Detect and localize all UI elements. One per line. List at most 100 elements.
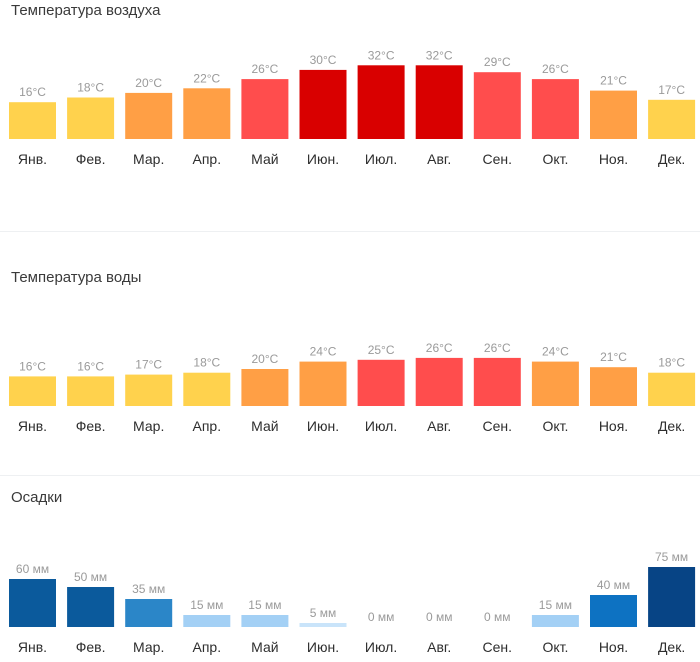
air-bar-8 (415, 65, 463, 139)
precip-month-label: Апр. (192, 639, 221, 655)
precip-value-label: 75 мм (655, 550, 688, 564)
water-value-label: 16°C (77, 359, 104, 373)
precip-month-label: Янв. (18, 639, 47, 655)
water-bar-10 (531, 361, 579, 406)
air-bar-11 (590, 90, 637, 139)
water-value-label: 26°C (426, 341, 453, 355)
precipitation-panel: Осадки 60 мм Янв. 50 мм Фев. 35 мм Мар. 15 мм А… (0, 476, 700, 662)
air-temperature-chart: 16°C Янв. 18°C Фев. 20°C Мар. 22°C Апр. 26°C Май 3… (9, 48, 696, 167)
air-value-label: 32°C (426, 48, 453, 62)
water-temperature-title: Температура воды (11, 269, 142, 286)
air-value-label: 16°C (19, 85, 46, 99)
water-month-label: Сен. (483, 418, 513, 434)
water-bar-5 (241, 369, 289, 406)
water-month-label: Окт. (542, 418, 568, 434)
precip-bar-2 (67, 587, 115, 627)
air-month-label: Янв. (18, 151, 47, 167)
water-month-label: Июн. (307, 418, 339, 434)
water-month-label: Дек. (658, 418, 685, 434)
precip-bar-5 (241, 615, 289, 627)
air-value-label: 32°C (368, 48, 395, 62)
water-month-label: Мар. (133, 418, 164, 434)
precip-month-label: Сен. (483, 639, 513, 655)
air-bar-1 (9, 102, 56, 139)
water-value-label: 24°C (542, 345, 569, 359)
water-bar-9 (473, 357, 521, 406)
water-month-label: Апр. (192, 418, 221, 434)
precip-month-label: Мар. (133, 639, 164, 655)
precip-value-label: 15 мм (248, 598, 281, 612)
air-month-label: Фев. (76, 151, 106, 167)
section-divider (0, 231, 700, 232)
water-value-label: 21°C (600, 350, 627, 364)
air-month-label: Май (251, 151, 278, 167)
precip-month-label: Окт. (542, 639, 568, 655)
precip-value-label: 15 мм (190, 598, 223, 612)
precipitation-title: Осадки (11, 489, 63, 506)
water-month-label: Авг. (427, 418, 451, 434)
precip-value-label: 5 мм (310, 606, 337, 620)
air-month-label: Окт. (542, 151, 568, 167)
air-value-label: 17°C (658, 83, 685, 97)
precip-bar-11 (590, 595, 637, 627)
air-bar-9 (473, 72, 521, 139)
precip-value-label: 40 мм (597, 578, 630, 592)
water-bar-3 (125, 374, 173, 406)
water-temperature-chart: 16°C Янв. 16°C Фев. 17°C Мар. 18°C Апр. 20°C Май 2… (9, 341, 696, 434)
air-bar-4 (183, 88, 231, 139)
water-month-label: Янв. (18, 418, 47, 434)
air-month-label: Июн. (307, 151, 339, 167)
precip-bar-3 (125, 599, 173, 627)
water-bar-6 (299, 361, 347, 406)
air-bar-6 (299, 69, 347, 139)
water-bar-11 (590, 367, 637, 406)
precip-value-label: 50 мм (74, 570, 107, 584)
water-bar-12 (648, 372, 696, 406)
precip-month-label: Фев. (76, 639, 106, 655)
air-month-label: Апр. (192, 151, 221, 167)
water-value-label: 25°C (368, 343, 395, 357)
precip-month-label: Дек. (658, 639, 685, 655)
water-value-label: 26°C (484, 341, 511, 355)
precip-value-label: 0 мм (426, 610, 453, 624)
air-value-label: 21°C (600, 74, 627, 88)
air-bar-2 (67, 97, 115, 139)
precipitation-chart: 60 мм Янв. 50 мм Фев. 35 мм Мар. 15 мм Апр. 15 м… (9, 550, 696, 655)
precip-bar-12 (648, 567, 696, 627)
water-bar-4 (183, 372, 231, 406)
air-temperature-panel: Температура воздуха 16°C Янв. 18°C Фев. 20°C… (0, 0, 700, 230)
precip-value-label: 35 мм (132, 582, 165, 596)
precip-value-label: 15 мм (539, 598, 572, 612)
precip-month-label: Авг. (427, 639, 451, 655)
air-month-label: Дек. (658, 151, 685, 167)
water-value-label: 18°C (658, 356, 685, 370)
air-value-label: 26°C (251, 62, 278, 76)
air-value-label: 22°C (193, 71, 220, 85)
air-temperature-title: Температура воздуха (11, 2, 161, 19)
water-value-label: 16°C (19, 359, 46, 373)
water-value-label: 17°C (135, 358, 162, 372)
precip-month-label: Ноя. (599, 639, 628, 655)
water-bar-7 (357, 359, 405, 406)
air-value-label: 29°C (484, 55, 511, 69)
water-bar-1 (9, 376, 56, 406)
air-value-label: 20°C (135, 76, 162, 90)
precip-month-label: Июл. (365, 639, 397, 655)
air-value-label: 18°C (77, 81, 104, 95)
air-value-label: 26°C (542, 62, 569, 76)
air-month-label: Июл. (365, 151, 397, 167)
air-bar-10 (531, 79, 579, 139)
air-month-label: Мар. (133, 151, 164, 167)
precip-value-label: 0 мм (368, 610, 395, 624)
precip-month-label: Май (251, 639, 278, 655)
precip-bar-4 (183, 615, 231, 627)
section-divider (0, 475, 700, 476)
water-value-label: 24°C (310, 345, 337, 359)
water-value-label: 18°C (193, 356, 220, 370)
water-month-label: Июл. (365, 418, 397, 434)
precip-value-label: 60 мм (16, 562, 49, 576)
water-value-label: 20°C (251, 352, 278, 366)
water-month-label: Ноя. (599, 418, 628, 434)
precip-value-label: 0 мм (484, 610, 511, 624)
precip-bar-6 (299, 623, 347, 627)
